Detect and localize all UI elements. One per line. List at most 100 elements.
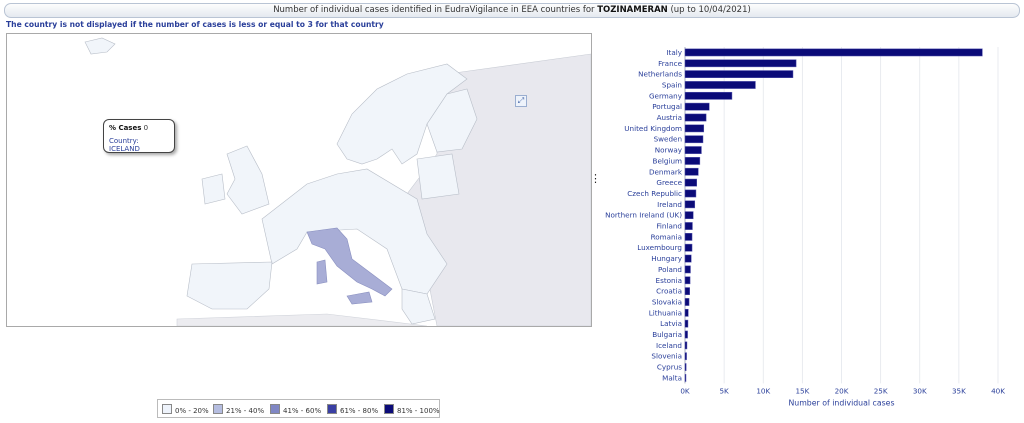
category-label: Croatia: [656, 287, 682, 296]
legend-label-21-40: 21% - 40%: [226, 407, 265, 415]
map-baltics[interactable]: [416, 153, 460, 200]
category-label: Finland: [656, 222, 682, 231]
europe-map[interactable]: % Cases 0 Country: ICELAND ⤢: [6, 33, 592, 327]
bar[interactable]: [684, 200, 696, 209]
category-label: Austria: [657, 113, 682, 122]
chart-title-bar: Number of individual cases identified in…: [4, 3, 1020, 18]
title-suffix: (up to 10/04/2021): [667, 5, 751, 15]
bar[interactable]: [684, 254, 692, 263]
category-label: Hungary: [651, 254, 682, 263]
panel-splitter-handle[interactable]: ⋮: [590, 172, 601, 185]
category-label: Northern Ireland (UK): [605, 211, 682, 220]
bar[interactable]: [684, 113, 707, 122]
map-great-britain[interactable]: [226, 145, 270, 215]
bar[interactable]: [684, 298, 690, 306]
legend-item-21-40: 21% - 40%: [213, 404, 265, 415]
legend-item-81-100: 81% - 100%: [384, 404, 440, 415]
legend-label-41-60: 41% - 60%: [283, 407, 322, 415]
bar[interactable]: [684, 374, 687, 382]
bar[interactable]: [684, 341, 688, 350]
bar[interactable]: [684, 157, 701, 165]
title-product: TOZINAMERAN: [597, 5, 668, 15]
x-tick-label: 35K: [952, 386, 966, 395]
legend-swatch-0-20: [162, 404, 172, 414]
x-tick-label: 25K: [874, 386, 888, 395]
bar[interactable]: [684, 363, 687, 371]
category-label: Sweden: [654, 135, 682, 144]
bar[interactable]: [684, 222, 693, 230]
x-tick-label: 5K: [719, 386, 729, 395]
category-label: Greece: [656, 178, 682, 187]
x-tick-label: 20K: [835, 386, 849, 395]
category-label: France: [658, 59, 682, 68]
map-iceland[interactable]: [84, 37, 116, 55]
bar[interactable]: [684, 91, 733, 100]
bar[interactable]: [684, 308, 689, 317]
category-label: Slovakia: [652, 297, 682, 306]
bar[interactable]: [684, 167, 699, 176]
legend-item-0-20: 0% - 20%: [162, 404, 209, 415]
category-label: Luxembourg: [637, 243, 682, 252]
bar[interactable]: [684, 178, 697, 187]
category-label: Germany: [649, 91, 683, 100]
legend-swatch-81-100: [384, 404, 394, 414]
bar[interactable]: [684, 352, 687, 361]
tooltip-country-label: Country:: [109, 137, 139, 145]
legend-swatch-61-80: [327, 404, 337, 414]
x-tick-label: 30K: [913, 386, 927, 395]
bar[interactable]: [684, 124, 705, 133]
bar[interactable]: [684, 330, 688, 339]
legend-label-0-20: 0% - 20%: [175, 407, 209, 415]
category-label: Poland: [658, 265, 682, 274]
bar[interactable]: [684, 189, 697, 198]
x-tick-label: 10K: [756, 386, 770, 395]
legend-swatch-41-60: [270, 404, 280, 414]
title-prefix: Number of individual cases identified in…: [273, 5, 598, 15]
category-label: Ireland: [657, 200, 682, 209]
bar[interactable]: [684, 81, 756, 89]
category-label: Iceland: [656, 341, 682, 350]
legend-item-61-80: 61% - 80%: [327, 404, 378, 415]
category-label: Latvia: [660, 319, 682, 328]
map-finland[interactable]: [426, 88, 478, 153]
category-label: Malta: [662, 373, 682, 382]
category-label: Czech Republic: [627, 189, 682, 198]
bar[interactable]: [684, 48, 983, 57]
bar[interactable]: [684, 233, 693, 241]
bar[interactable]: [684, 243, 693, 252]
map-sardinia[interactable]: [316, 259, 328, 285]
map-expand-icon[interactable]: ⤢: [515, 95, 527, 107]
bar[interactable]: [684, 287, 690, 295]
bar[interactable]: [684, 102, 710, 111]
bar[interactable]: [684, 70, 794, 78]
map-greece[interactable]: [401, 288, 436, 325]
country-bar-chart: 0K 5K 10K 15K 20K 25K 30K 35K 40K Italy France Neth…: [605, 47, 1005, 407]
map-tooltip: % Cases 0 Country: ICELAND: [103, 119, 175, 153]
category-label: Netherlands: [638, 70, 682, 79]
category-label: Portugal: [652, 102, 682, 111]
tooltip-value: 0: [143, 124, 149, 132]
bar[interactable]: [684, 276, 691, 285]
map-sicily[interactable]: [346, 291, 373, 305]
category-label: Slovenia: [651, 352, 682, 361]
x-tick-label: 0K: [680, 386, 690, 395]
map-ireland[interactable]: [201, 173, 226, 205]
bar[interactable]: [684, 211, 694, 220]
bar[interactable]: [684, 265, 691, 274]
bar[interactable]: [684, 319, 689, 328]
legend-label-81-100: 81% - 100%: [397, 407, 440, 415]
europe-map-svg[interactable]: [7, 34, 591, 326]
legend-swatch-21-40: [213, 404, 223, 414]
bar[interactable]: [684, 146, 702, 154]
bar[interactable]: [684, 59, 797, 68]
map-italy[interactable]: [306, 227, 393, 297]
category-label: United Kingdom: [624, 124, 682, 133]
category-label: Belgium: [653, 156, 682, 165]
legend-item-41-60: 41% - 60%: [270, 404, 322, 415]
category-label: Lithuania: [649, 308, 682, 317]
category-label: Romania: [651, 232, 682, 241]
x-tick-label: 15K: [795, 386, 809, 395]
bar[interactable]: [684, 135, 704, 144]
map-iberia[interactable]: [186, 261, 273, 310]
category-label: Italy: [666, 48, 682, 57]
